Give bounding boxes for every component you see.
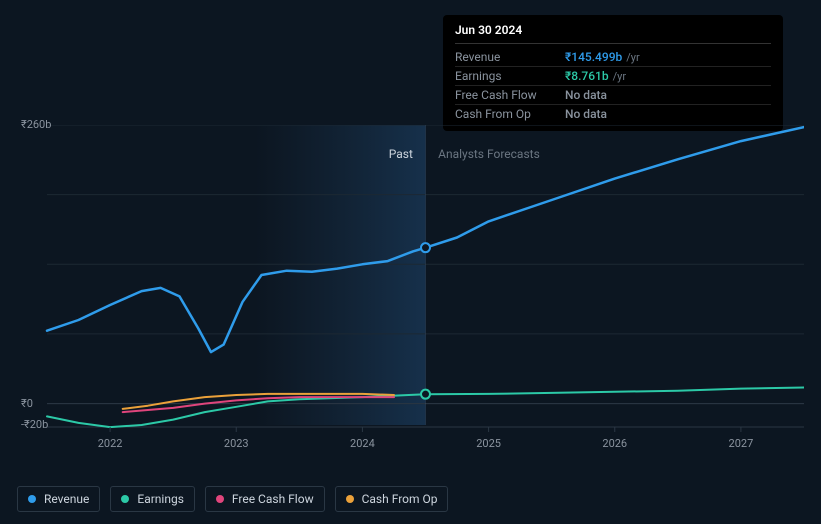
section-label: Analysts Forecasts <box>438 147 540 161</box>
x-axis-label: 2022 <box>98 437 123 450</box>
y-axis-label: ₹260b <box>21 118 51 131</box>
earnings-revenue-chart: ₹260b₹0-₹20b202220232024202520262027Past… <box>17 125 804 465</box>
tooltip-row-label: Revenue <box>455 50 565 64</box>
x-axis-label: 2023 <box>224 437 249 450</box>
legend-dot <box>216 495 224 503</box>
x-axis-label: 2026 <box>602 437 627 450</box>
legend-label: Free Cash Flow <box>232 492 314 506</box>
tooltip-row: Cash From OpNo data <box>455 105 771 123</box>
legend-item-revenue[interactable]: Revenue <box>17 486 100 512</box>
x-axis-label: 2027 <box>729 437 754 450</box>
legend-item-earnings[interactable]: Earnings <box>110 486 195 512</box>
legend-dot <box>346 495 354 503</box>
section-label: Past <box>389 147 413 161</box>
legend-item-cash-from-op[interactable]: Cash From Op <box>335 486 449 512</box>
tooltip-row-value: ₹8.761b <box>565 69 609 83</box>
tooltip-row-value: No data <box>565 88 607 102</box>
chart-svg <box>17 125 804 465</box>
legend-item-free-cash-flow[interactable]: Free Cash Flow <box>205 486 325 512</box>
tooltip-row-label: Earnings <box>455 69 565 83</box>
tooltip-row-value: No data <box>565 107 607 121</box>
chart-legend: Revenue Earnings Free Cash Flow Cash From O… <box>17 486 448 512</box>
x-axis-label: 2025 <box>476 437 501 450</box>
x-axis-label: 2024 <box>350 437 375 450</box>
legend-label: Revenue <box>44 492 89 506</box>
tooltip-row-label: Cash From Op <box>455 107 565 121</box>
tooltip-title: Jun 30 2024 <box>455 23 771 44</box>
tooltip-row: Revenue₹145.499b/yr <box>455 48 771 67</box>
tooltip-row-unit: /yr <box>613 70 626 83</box>
tooltip-row-unit: /yr <box>626 51 639 64</box>
tooltip-row: Free Cash FlowNo data <box>455 86 771 105</box>
legend-label: Cash From Op <box>362 492 438 506</box>
legend-dot <box>28 495 36 503</box>
legend-label: Earnings <box>137 492 184 506</box>
y-axis-label: -₹20b <box>21 418 48 431</box>
tooltip-row: Earnings₹8.761b/yr <box>455 67 771 86</box>
tooltip-rows: Revenue₹145.499b/yrEarnings₹8.761b/yrFre… <box>455 48 771 123</box>
legend-dot <box>121 495 129 503</box>
chart-tooltip: Jun 30 2024 Revenue₹145.499b/yrEarnings₹… <box>443 15 783 131</box>
tooltip-row-value: ₹145.499b <box>565 50 622 64</box>
y-axis-label: ₹0 <box>21 397 33 410</box>
tooltip-row-label: Free Cash Flow <box>455 88 565 102</box>
